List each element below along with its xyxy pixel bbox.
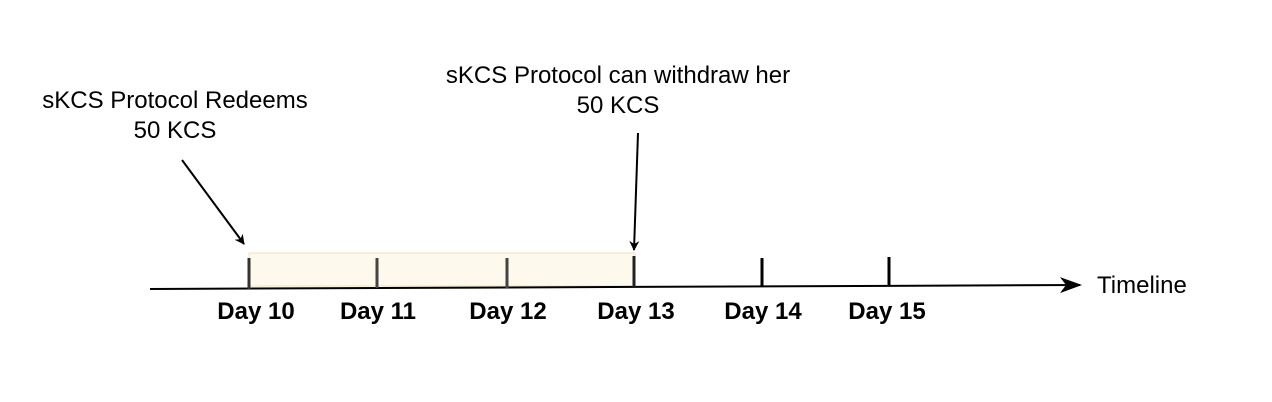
withdraw-annotation: sKCS Protocol can withdraw her 50 KCS bbox=[418, 61, 818, 121]
day-label-13: Day 13 bbox=[597, 298, 675, 325]
withdraw-callout-arrow bbox=[629, 132, 640, 251]
day-label-10: Day 10 bbox=[217, 298, 295, 325]
redeem-annotation: sKCS Protocol Redeems 50 KCS bbox=[25, 86, 325, 146]
day-label-11: Day 11 bbox=[339, 298, 417, 325]
redeem-annotation-line1: sKCS Protocol Redeems bbox=[42, 87, 308, 114]
withdraw-annotation-line2: 50 KCS bbox=[576, 92, 660, 119]
redemption-period-highlight bbox=[248, 252, 636, 287]
timeline-axis-line bbox=[149, 277, 1082, 294]
redeem-annotation-line2: 50 KCS bbox=[133, 117, 217, 144]
day-label-12: Day 12 bbox=[469, 298, 547, 325]
day-label-14: Day 14 bbox=[724, 298, 802, 325]
timeline-axis-label: Timeline bbox=[1097, 272, 1187, 299]
redeem-callout-arrow bbox=[181, 159, 245, 245]
day-label-15: Day 15 bbox=[848, 298, 926, 325]
withdraw-annotation-line1: sKCS Protocol can withdraw her bbox=[445, 62, 791, 89]
